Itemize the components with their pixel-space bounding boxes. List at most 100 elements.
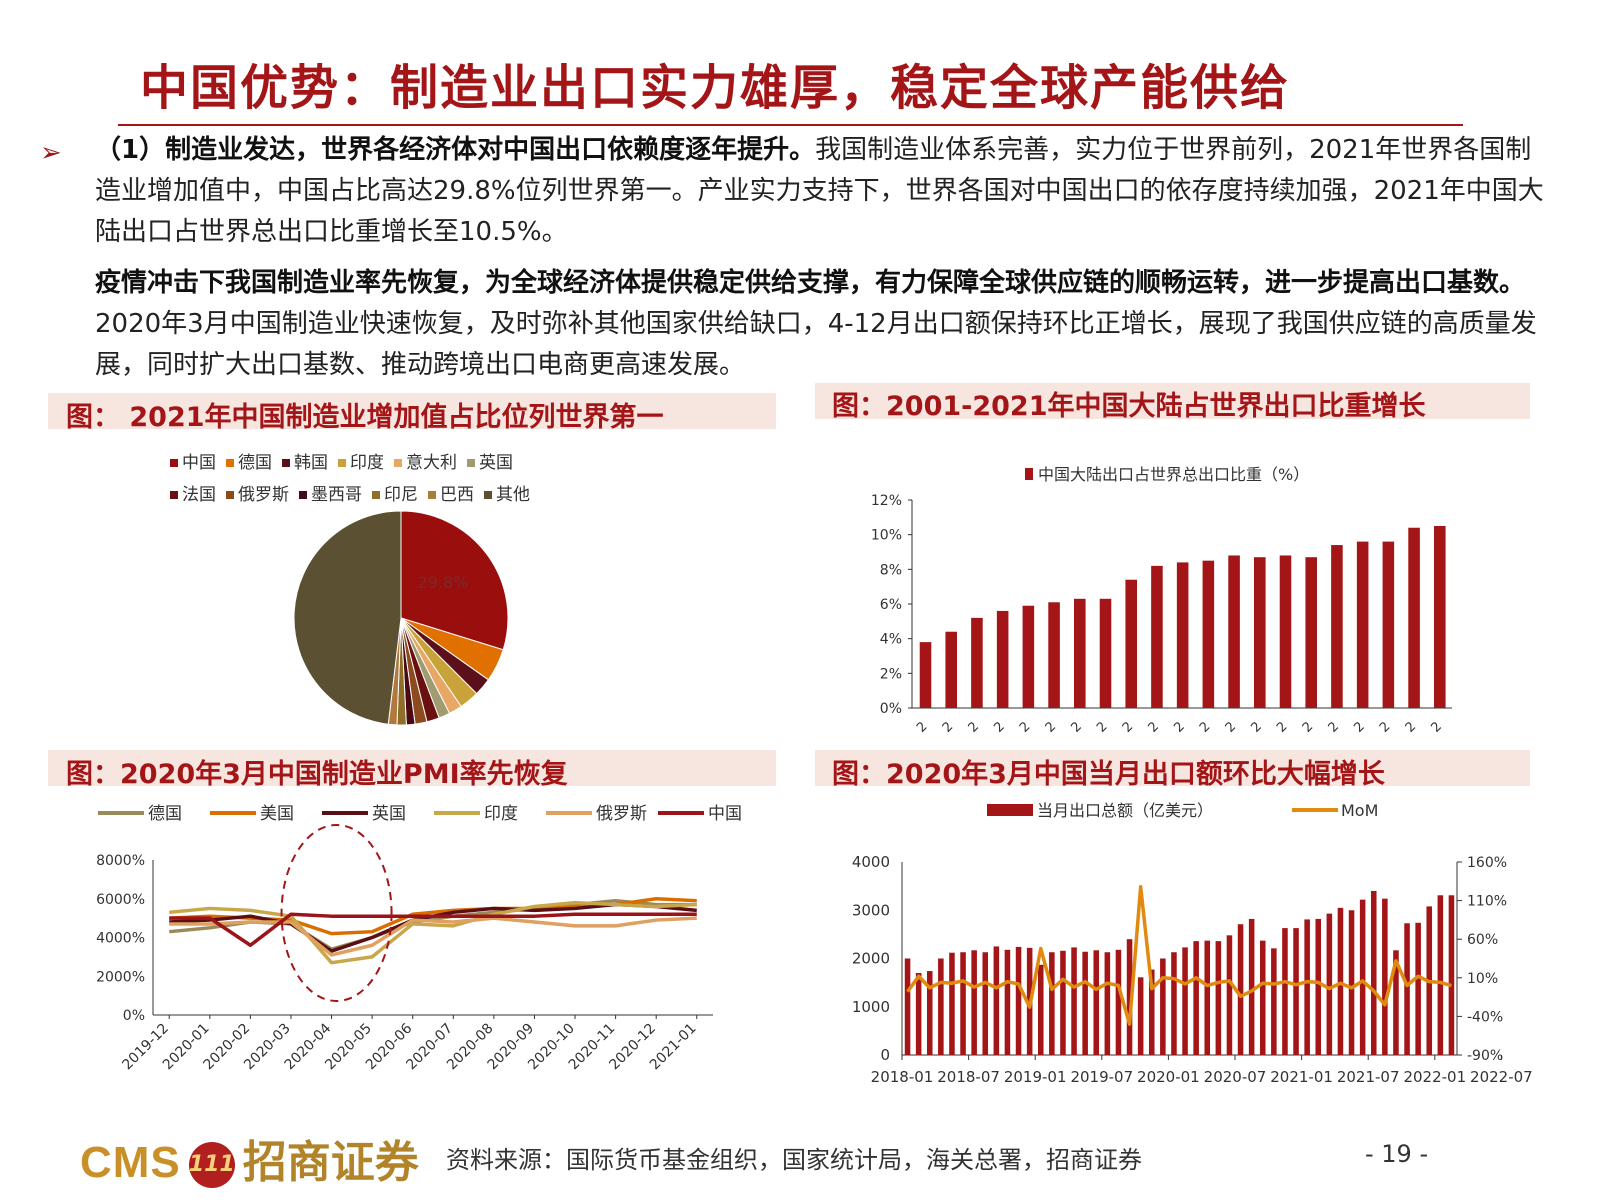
x-tick-label: 2021-01 <box>1270 1068 1333 1086</box>
x-tick-label: 2 <box>991 719 1007 735</box>
bar-monthly-export <box>982 952 989 1055</box>
pmi-series-line <box>169 912 697 947</box>
x-tick-label: 2 <box>914 719 930 735</box>
y-tick-label-left: 4000 <box>852 853 890 871</box>
pie-data-label: 29.8% <box>418 573 469 592</box>
y-tick-label-left: 3000 <box>852 901 890 919</box>
figure-3-title: 图：2020年3月中国制造业PMI率先恢复 <box>66 759 568 790</box>
bar-monthly-export <box>1282 928 1288 1055</box>
page-title: 中国优势：制造业出口实力雄厚，稳定全球产能供给 <box>140 60 1291 116</box>
line-legend-label: 英国 <box>372 804 406 824</box>
bar-monthly-export <box>1193 941 1199 1055</box>
y-tick-label: 4000% <box>96 931 145 947</box>
bar-monthly-export <box>1148 969 1155 1055</box>
legend-label: 德国 <box>238 453 272 473</box>
x-tick-label: 2018-01 <box>871 1068 934 1086</box>
y-tick-label: 8% <box>880 562 902 578</box>
y-tick-label-right: -90% <box>1467 1048 1503 1064</box>
line-legend-label: 中国 <box>708 804 742 824</box>
y-tick-label-left: 0 <box>880 1046 890 1064</box>
y-tick-label: 2000% <box>96 969 145 985</box>
bar-export-share <box>1202 560 1215 708</box>
bar-export-share <box>996 610 1009 708</box>
bar-legend-label: 中国大陆出口占世界总出口比重（%） <box>1038 465 1309 484</box>
pie-slice <box>293 510 402 725</box>
bar-monthly-export <box>1304 919 1310 1055</box>
bar-monthly-export <box>1315 918 1322 1055</box>
x-tick-label: 2020-01 <box>1137 1068 1200 1086</box>
paragraph-1-lead: （1）制造业发达，世界各经济体对中国出口依赖度逐年提升。 <box>95 135 816 165</box>
legend-label: 印尼 <box>384 485 418 505</box>
bar-monthly-export <box>1259 940 1266 1055</box>
bar-export-share <box>1408 527 1420 708</box>
x-tick-label: 2019-07 <box>1070 1068 1133 1086</box>
x-tick-label: 2 <box>1223 719 1239 735</box>
bar-monthly-export <box>1137 977 1144 1055</box>
bar-chart-export-share: 中国大陆出口占世界总出口比重（%）0%2%4%6%8%10%12%2 2 2 2 2 2 2… <box>871 465 1452 736</box>
pie-legend-item: 印度 <box>338 448 384 473</box>
bar-monthly-export <box>915 972 922 1055</box>
x-tick-label: 2018-07 <box>937 1068 1000 1086</box>
bar-export-share <box>945 631 957 708</box>
pie-legend-item: 英国 <box>467 448 513 473</box>
x-tick-label: 2 <box>1146 719 1162 735</box>
exp-legend-bar-swatch <box>987 804 1033 816</box>
y-tick-label: 0% <box>123 1008 145 1024</box>
bullet-arrow-icon: ➢ <box>40 138 62 168</box>
exp-legend-bar-label: 当月出口总额（亿美元） <box>1037 801 1213 820</box>
bar-export-share <box>971 617 983 708</box>
legend-label: 韩国 <box>294 453 328 473</box>
legend-swatch <box>170 491 178 499</box>
y-tick-label-left: 2000 <box>852 950 890 968</box>
bar-export-share <box>1228 555 1240 708</box>
bar-export-share <box>919 642 932 708</box>
paragraph-2-lead: 疫情冲击下我国制造业率先恢复，为全球经济体提供稳定供给支撑，有力保障全球供应链的… <box>95 268 1526 298</box>
bar-monthly-export <box>1382 898 1388 1055</box>
legend-swatch <box>338 459 346 467</box>
y-tick-label: 12% <box>871 493 902 509</box>
legend-swatch <box>170 459 178 467</box>
bar-monthly-export <box>938 958 944 1055</box>
pie-legend-item: 其他 <box>484 480 530 505</box>
bar-monthly-export <box>1437 895 1444 1055</box>
y-tick-label-right: 160% <box>1467 855 1507 871</box>
legend-label: 墨西哥 <box>311 485 362 505</box>
line-legend-label: 俄罗斯 <box>596 804 647 824</box>
pie-legend-item: 法国 <box>170 480 216 505</box>
bar-monthly-export <box>1082 951 1088 1055</box>
figure-4-title: 图：2020年3月中国当月出口额环比大幅增长 <box>832 759 1385 790</box>
y-tick-label-right: 60% <box>1467 932 1498 948</box>
x-tick-label: 2022-01 <box>1403 1068 1466 1086</box>
y-tick-label: 6000% <box>96 892 145 908</box>
figure-4-band <box>815 750 1530 786</box>
bar-monthly-export <box>1370 890 1377 1055</box>
pie-legend: 中国 德国 韩国 印度 意大利 英国 法国 俄罗斯 墨西哥 印尼 巴西 其他 <box>170 448 630 512</box>
pie-slice <box>400 510 509 651</box>
paragraph-2: 疫情冲击下我国制造业率先恢复，为全球经济体提供稳定供给支撑，有力保障全球供应链的… <box>95 263 1555 386</box>
paragraph-1: （1）制造业发达，世界各经济体对中国出口依赖度逐年提升。我国制造业体系完善，实力… <box>95 130 1555 253</box>
title-divider <box>118 124 1463 126</box>
figure-1-band <box>48 393 776 429</box>
page-number: - 19 - <box>1365 1140 1429 1168</box>
y-tick-label: 4% <box>880 632 902 648</box>
bar-monthly-export <box>1004 949 1011 1055</box>
bar-monthly-export <box>1248 918 1255 1055</box>
bar-export-share <box>1356 541 1369 708</box>
cms-logo-text: CMS <box>80 1138 181 1187</box>
cms-badge-icon: 111 <box>188 1142 235 1188</box>
x-tick-label: 2 <box>1120 719 1136 735</box>
legend-label: 英国 <box>479 453 513 473</box>
x-tick-label: 2 <box>1326 719 1342 735</box>
x-tick-label: 2 <box>1171 719 1187 735</box>
bar-legend-swatch <box>1025 468 1033 480</box>
bar-monthly-export <box>1393 950 1399 1055</box>
legend-swatch <box>226 491 234 499</box>
bar-monthly-export <box>1171 952 1177 1055</box>
figure-2-title: 图：2001-2021年中国大陆占世界出口比重增长 <box>832 391 1426 422</box>
pmi-series-line <box>169 900 697 965</box>
y-tick-label: 2% <box>880 666 902 682</box>
legend-label: 俄罗斯 <box>238 485 289 505</box>
x-tick-label: 2022-07 <box>1470 1068 1532 1086</box>
pie-legend-item: 印尼 <box>372 480 418 505</box>
pmi-series-line <box>169 916 697 957</box>
